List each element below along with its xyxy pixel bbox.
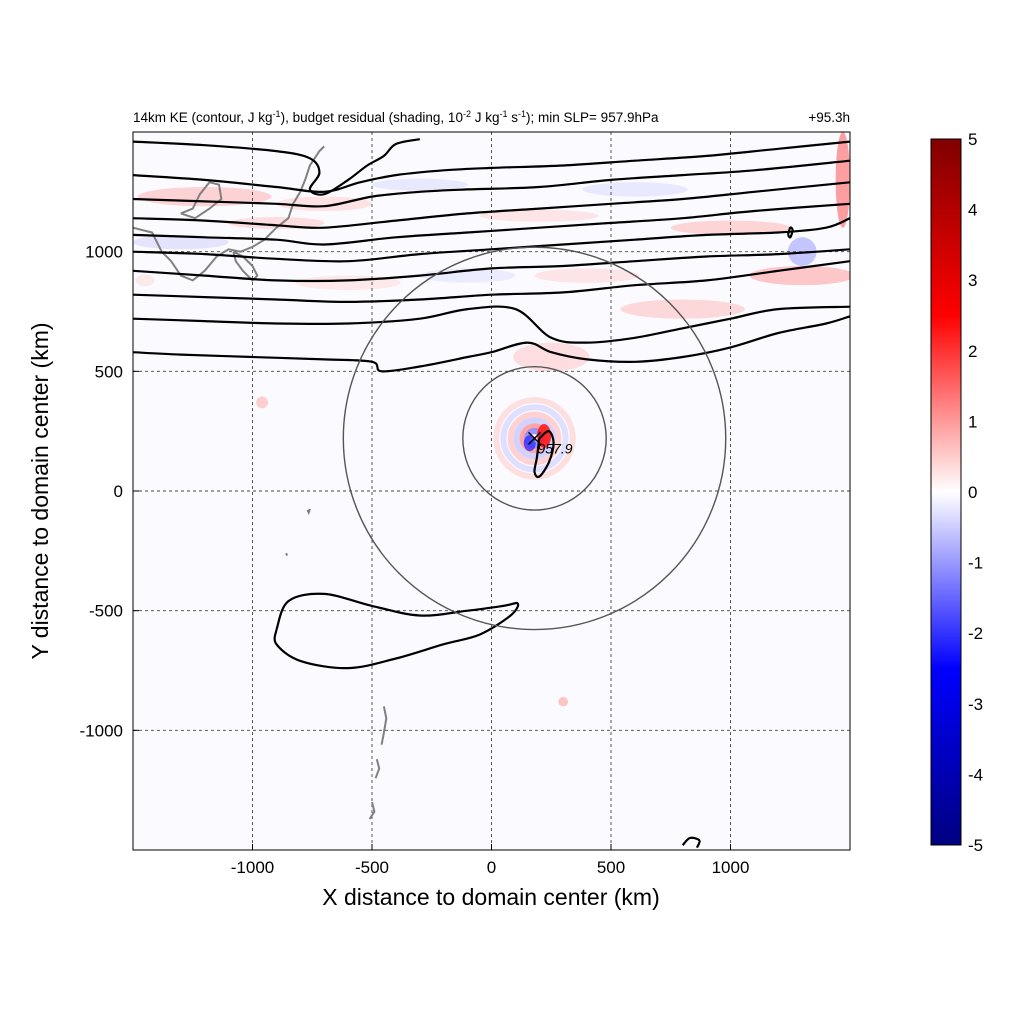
colorbar: 5 4 3 2 1 0 -1 -2 -3 -4 -5 (930, 130, 983, 855)
plot-area: 957.9 (132, 131, 851, 851)
shading-blob (228, 216, 325, 229)
shading-blob (582, 182, 688, 197)
shading-blob (256, 396, 269, 409)
ke-contour (133, 181, 850, 229)
storm-core-positive (537, 423, 552, 448)
shading-blob (670, 220, 791, 235)
title-sup-4: -1 (518, 109, 526, 119)
x-tick-label: -500 (355, 858, 389, 877)
min-slp-label: 957.9 (538, 440, 573, 456)
colorbar-tick-label: -4 (968, 765, 983, 784)
ke-contour (681, 836, 701, 849)
colorbar-tick-label: 1 (968, 412, 977, 431)
colorbar-tick-label: -1 (968, 554, 983, 573)
title-sup-3: -1 (499, 109, 507, 119)
ke-contour (533, 430, 555, 479)
title-sup-1: -1 (273, 109, 281, 119)
title-part-5: ); min SLP= 957.9hPa (526, 110, 659, 125)
range-ring (342, 246, 727, 631)
forecast-hour-label: +95.3h (808, 110, 850, 125)
shading-blob (372, 178, 468, 191)
ke-contour (133, 315, 850, 373)
y-tick-label: 1000 (85, 243, 123, 262)
y-tick-label: 500 (95, 362, 123, 381)
x-tick-label: 1000 (712, 858, 750, 877)
storm-center: 957.9 (527, 431, 573, 456)
coastline-segment (380, 706, 388, 745)
ke-contour (786, 226, 794, 239)
colorbar-tick-label: 4 (968, 201, 977, 220)
title-part-1: 14km KE (contour, J kg (133, 110, 273, 125)
colorbar-tick-label: 0 (968, 483, 977, 502)
shading-blob (479, 209, 600, 222)
colorbar-gradient (930, 138, 962, 846)
shading-blob (534, 268, 640, 283)
ke-contour (133, 305, 850, 344)
coastline (133, 145, 388, 820)
coastline-segment (306, 508, 311, 516)
title-part-2: ), budget residual (shading, 10 (281, 110, 463, 125)
x-tick-label: 0 (487, 858, 496, 877)
y-tick-label: -500 (89, 602, 123, 621)
shading-blob (835, 132, 850, 228)
shading-blob (513, 342, 590, 372)
colorbar-tick-label: 3 (968, 271, 977, 290)
storm-core-band (493, 397, 576, 480)
shading-blob (749, 266, 850, 286)
ke-contour (133, 248, 850, 283)
shading-blob (558, 696, 568, 707)
shading-blob (276, 196, 373, 211)
x-axis-ticks: -1000 -500 0 500 1000 (231, 844, 750, 877)
x-tick-label: 500 (597, 858, 625, 877)
coastline-segment (285, 552, 289, 557)
plot-background (133, 132, 850, 850)
ke-contour (133, 138, 421, 196)
coastline-segment (180, 181, 223, 220)
ke-contour (133, 140, 850, 194)
title-part-4: s (508, 110, 519, 125)
ke-contour (133, 202, 850, 246)
x-axis-title: X distance to domain center (km) (322, 884, 659, 910)
coastline-segment (374, 758, 381, 779)
ke-contour (273, 592, 520, 670)
title-sup-2: -2 (463, 109, 471, 119)
y-axis-ticks: 1000 500 0 -500 -1000 (80, 243, 139, 740)
ke-contour (133, 159, 850, 208)
colorbar-tick-label: 2 (968, 342, 977, 361)
shading-blob (135, 274, 155, 287)
plot-title: 14km KE (contour, J kg-1), budget residu… (133, 109, 659, 125)
colorbar-tick-label: -2 (968, 624, 983, 643)
y-tick-label: 0 (114, 482, 123, 501)
title-part-3: J kg (471, 110, 500, 125)
colorbar-ticks: 5 4 3 2 1 0 -1 -2 -3 -4 -5 (968, 130, 983, 855)
ke-contours (133, 138, 850, 849)
range-ring (462, 365, 607, 511)
x-tick-label: -1000 (231, 858, 274, 877)
y-tick-label: -1000 (80, 721, 123, 740)
colorbar-tick-label: -3 (968, 695, 983, 714)
coastline-segment (232, 250, 259, 282)
coastline-segment (368, 801, 376, 820)
storm-core-band (507, 411, 562, 466)
shading-blob (620, 299, 745, 319)
colorbar-tick-label: -5 (968, 836, 983, 855)
range-rings (342, 246, 727, 631)
coastline-segment (133, 145, 325, 282)
storm-center-x-mark (527, 431, 542, 445)
y-axis-title: Y distance to domain center (km) (27, 322, 53, 659)
shading-blob (133, 234, 229, 250)
colorbar-tick-label: 5 (968, 130, 977, 149)
ke-contour (133, 260, 850, 304)
